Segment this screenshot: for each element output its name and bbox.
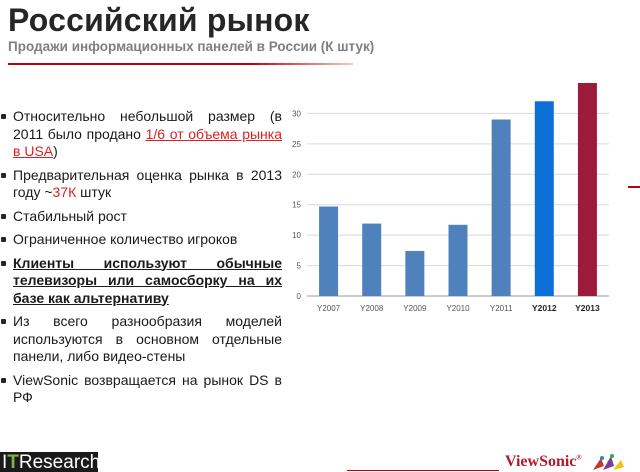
y-tick-label: 20	[292, 170, 301, 179]
bullet-forecast: Предварительная оценка рынка в 2013 году…	[0, 167, 282, 202]
y-tick-label: 15	[292, 201, 301, 210]
x-tick-label: Y2008	[360, 304, 384, 313]
viewsonic-logo: ViewSonic®	[505, 453, 582, 470]
x-tick-label: Y2012	[532, 303, 557, 313]
bar-y2012	[534, 101, 554, 296]
bullet-models: Из всего разнообразия моделей используют…	[0, 313, 282, 366]
bar-y2007	[319, 206, 339, 296]
x-tick-label: Y2009	[403, 304, 427, 313]
page-subtitle: Продажи информационных панелей в России …	[8, 39, 375, 54]
page-title: Российский рынок	[8, 2, 310, 38]
y-tick-label: 30	[292, 109, 301, 118]
bullet-list: Относительно небольшой размер (в 2011 бы…	[0, 108, 282, 413]
bar-y2010	[448, 224, 468, 296]
bullet-market-size: Относительно небольшой размер (в 2011 бы…	[0, 108, 282, 161]
x-tick-label: Y2011	[490, 304, 513, 313]
bullet-alternatives: Клиенты используют обычные телевизоры ил…	[0, 255, 282, 308]
market-share-link[interactable]: 1/6 от объема рынка в USA	[13, 125, 282, 160]
bar-y2009	[405, 250, 425, 296]
bar-y2011	[491, 119, 511, 296]
y-tick-label: 5	[297, 262, 302, 271]
y-tick-label: 0	[297, 292, 302, 301]
edge-accent-line	[628, 186, 640, 188]
bullet-growth: Стабильный рост	[0, 208, 282, 226]
bar-y2013	[577, 83, 597, 296]
forecast-value: 37К	[52, 184, 77, 200]
footer-divider	[347, 470, 499, 471]
y-tick-label: 10	[292, 231, 301, 240]
y-tick-label: 25	[292, 140, 301, 149]
x-tick-label: Y2013	[575, 303, 600, 313]
bullet-players: Ограниченное количество игроков	[0, 231, 282, 249]
x-tick-label: Y2007	[317, 304, 341, 313]
bullet-viewsonic-return: ViewSonic возвращается на рынок DS в РФ	[0, 372, 282, 407]
viewsonic-birds-icon	[593, 454, 624, 470]
itresearch-logo: ITResearch	[0, 452, 98, 472]
title-divider	[8, 63, 353, 65]
x-tick-label: Y2010	[446, 304, 470, 313]
bar-y2008	[362, 223, 382, 296]
sales-bar-chart: 0 5 10 15 20 25 30 Y2007 Y2008 Y2009 Y2010 Y2011 Y20…	[292, 83, 609, 313]
